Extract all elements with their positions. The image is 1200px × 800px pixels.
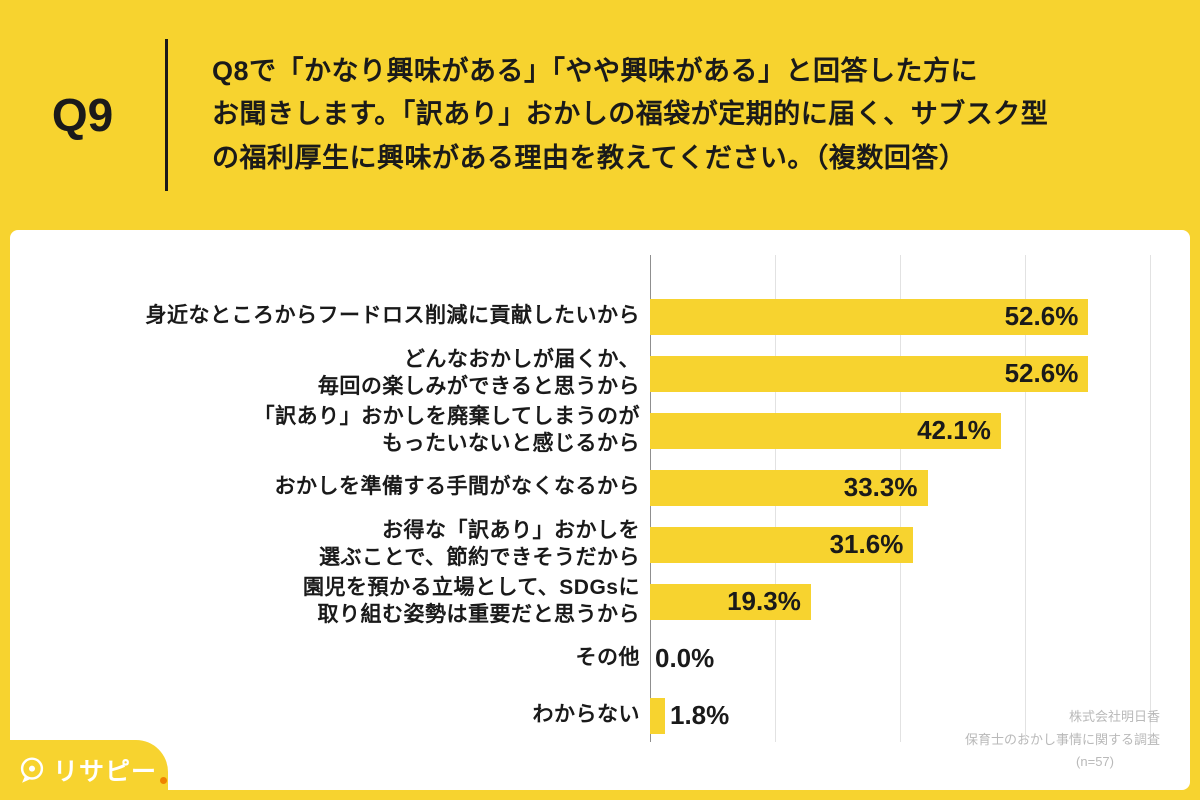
- bar-area: 31.6%: [650, 516, 1150, 573]
- category-label: おかしを準備する手間がなくなるから: [274, 475, 640, 499]
- bar-area: 52.6%: [650, 345, 1150, 402]
- category-label: その他: [575, 646, 640, 670]
- value-label: 1.8%: [670, 700, 730, 730]
- bar: 33.3%: [650, 469, 928, 506]
- chart-row: お得な「訳あり」おかしを 選ぶことで、節約できそうだから 31.6%: [10, 516, 1190, 573]
- bar: 42.1%: [650, 412, 1001, 449]
- bar-area: 19.3%: [650, 573, 1150, 630]
- bar: 31.6%: [650, 526, 914, 563]
- source-note: 株式会社明日香 保育士のおかし事情に関する調査 (n=57): [965, 706, 1160, 774]
- gridline: [1150, 255, 1151, 742]
- value-label: 52.6%: [1004, 301, 1079, 331]
- logo-tab: リサピー: [0, 740, 168, 800]
- category-label: どんなおかしが届くか、 毎回の楽しみができると思うから: [317, 348, 640, 398]
- chart-row: 園児を預かる立場として、SDGsに 取り組む姿勢は重要だと思うから 19.3%: [10, 573, 1190, 630]
- vertical-divider: [165, 39, 168, 191]
- bar-area: 33.3%: [650, 459, 1150, 516]
- question-header: Q9 Q8で「かなり興味がある」「やや興味がある」と回答した方に お聞きします。…: [0, 0, 1200, 230]
- logo-text: リサピー: [53, 758, 158, 786]
- source-company: 株式会社明日香: [1068, 708, 1160, 724]
- chart-row: 身近なところからフードロス削減に貢献したいから 52.6%: [10, 288, 1190, 345]
- chart-row: どんなおかしが届くか、 毎回の楽しみができると思うから 52.6%: [10, 345, 1190, 402]
- bar: 52.6%: [650, 298, 1089, 335]
- chart-row: 「訳あり」おかしを廃棄してしまうのが もったいないと感じるから 42.1%: [10, 402, 1190, 459]
- bar: [650, 697, 665, 734]
- source-survey: 保育士のおかし事情に関する調査: [964, 731, 1160, 747]
- question-text: Q8で「かなり興味がある」「やや興味がある」と回答した方に お聞きします。「訳あ…: [212, 56, 1049, 173]
- bar: 52.6%: [650, 355, 1089, 392]
- category-label: 身近なところからフードロス削減に貢献したいから: [145, 304, 640, 328]
- question-number: Q9: [51, 89, 114, 141]
- bar-area: 0.0%: [650, 630, 1150, 687]
- risapi-logo-icon: [20, 757, 44, 783]
- gridline: [1025, 255, 1026, 742]
- value-label: 31.6%: [829, 529, 904, 559]
- category-label: 「訳あり」おかしを廃棄してしまうのが もったいないと感じるから: [253, 405, 640, 455]
- chart-rows: 身近なところからフードロス削減に貢献したいから 52.6% どんなおかしが届くか、 …: [10, 230, 1190, 744]
- category-label: 園児を預かる立場として、SDGsに 取り組む姿勢は重要だと思うから: [302, 576, 640, 626]
- value-label: 0.0%: [655, 643, 715, 673]
- value-label: 33.3%: [843, 472, 918, 502]
- bar: 19.3%: [650, 583, 811, 620]
- bar-area: 1.8%: [650, 687, 1150, 744]
- chart-card: 身近なところからフードロス削減に貢献したいから 52.6% どんなおかしが届くか、 …: [0, 230, 1190, 800]
- value-label: 52.6%: [1004, 358, 1079, 388]
- bar-area: 42.1%: [650, 402, 1150, 459]
- chart-row: おかしを準備する手間がなくなるから 33.3%: [10, 459, 1190, 516]
- chart-row: その他 0.0%: [10, 630, 1190, 687]
- category-label: わからない: [532, 703, 640, 727]
- logo-dot: [160, 777, 168, 784]
- source-sample: (n=57): [1076, 754, 1114, 770]
- bar-area: 52.6%: [650, 288, 1150, 345]
- value-label: 42.1%: [917, 415, 991, 445]
- category-label: お得な「訳あり」おかしを 選ぶことで、節約できそうだから: [318, 519, 640, 569]
- chart-row: わからない 1.8%: [10, 687, 1190, 744]
- value-label: 19.3%: [727, 586, 801, 616]
